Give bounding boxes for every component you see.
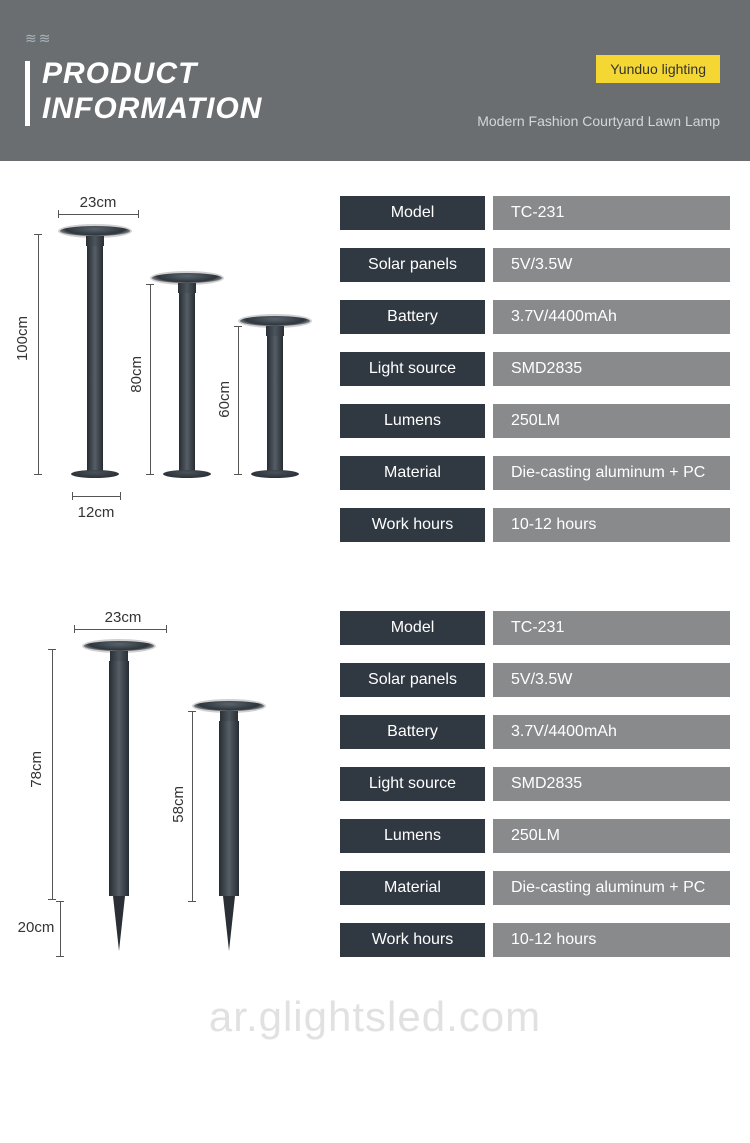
spec-row: ModelTC-231 — [340, 196, 730, 230]
dim-width-top: 23cm — [58, 194, 138, 211]
spec-value: 250LM — [493, 819, 730, 853]
spec-value: 3.7V/4400mAh — [493, 300, 730, 334]
spec-label: Model — [340, 611, 485, 645]
spec-table-2: ModelTC-231 Solar panels5V/3.5W Battery3… — [325, 611, 730, 1011]
dim-height-80: 80cm — [128, 356, 145, 393]
title-accent-bar — [25, 61, 30, 126]
diagram-2: 23cm 78cm — [20, 611, 325, 1011]
spec-label: Work hours — [340, 508, 485, 542]
spec-label: Battery — [340, 300, 485, 334]
spec-label: Model — [340, 196, 485, 230]
spec-label: Material — [340, 456, 485, 490]
dim-height-60: 60cm — [216, 381, 233, 418]
spec-label: Light source — [340, 352, 485, 386]
spec-row: Lumens250LM — [340, 404, 730, 438]
spec-label: Battery — [340, 715, 485, 749]
spec-row: Work hours10-12 hours — [340, 923, 730, 957]
spec-row: MaterialDie-casting aluminum + PC — [340, 871, 730, 905]
spec-value: 250LM — [493, 404, 730, 438]
dim-spike: 20cm — [15, 919, 57, 936]
spec-row: Battery3.7V/4400mAh — [340, 300, 730, 334]
spec-value: 3.7V/4400mAh — [493, 715, 730, 749]
spec-value: 10-12 hours — [493, 923, 730, 957]
title-line-1: PRODUCT — [42, 57, 262, 92]
product-subtitle: Modern Fashion Courtyard Lawn Lamp — [477, 113, 720, 129]
spec-label: Solar panels — [340, 248, 485, 282]
spec-row: Solar panels5V/3.5W — [340, 248, 730, 282]
section-variant-1: 23cm 100cm — [20, 196, 730, 576]
spec-value: 5V/3.5W — [493, 663, 730, 697]
dim-base-width: 12cm — [68, 504, 124, 521]
spec-row: Light sourceSMD2835 — [340, 352, 730, 386]
brand-badge: Yunduo lighting — [596, 55, 720, 83]
dim-height-58: 58cm — [170, 786, 187, 823]
diagram-1: 23cm 100cm — [20, 196, 325, 576]
spec-value: SMD2835 — [493, 767, 730, 801]
spec-value: 10-12 hours — [493, 508, 730, 542]
spec-row: MaterialDie-casting aluminum + PC — [340, 456, 730, 490]
content: 23cm 100cm — [0, 161, 750, 1066]
spec-row: Lumens250LM — [340, 819, 730, 853]
spec-label: Light source — [340, 767, 485, 801]
spec-table-1: ModelTC-231 Solar panels5V/3.5W Battery3… — [325, 196, 730, 576]
spec-row: Solar panels5V/3.5W — [340, 663, 730, 697]
spec-value: Die-casting aluminum + PC — [493, 456, 730, 490]
page-title: PRODUCT INFORMATION — [42, 57, 262, 126]
spec-value: TC-231 — [493, 196, 730, 230]
dim-width-top-2: 23cm — [78, 609, 168, 626]
spec-label: Solar panels — [340, 663, 485, 697]
header: ≋≋ PRODUCT INFORMATION Yunduo lighting M… — [0, 0, 750, 161]
title-line-2: INFORMATION — [42, 92, 262, 127]
section-variant-2: 23cm 78cm — [20, 611, 730, 1011]
spec-row: Battery3.7V/4400mAh — [340, 715, 730, 749]
spec-value: SMD2835 — [493, 352, 730, 386]
spec-value: TC-231 — [493, 611, 730, 645]
spec-label: Material — [340, 871, 485, 905]
spec-label: Lumens — [340, 404, 485, 438]
spec-label: Work hours — [340, 923, 485, 957]
dim-height-78: 78cm — [28, 751, 45, 788]
spec-row: Light sourceSMD2835 — [340, 767, 730, 801]
spec-row: ModelTC-231 — [340, 611, 730, 645]
spec-row: Work hours10-12 hours — [340, 508, 730, 542]
spec-value: 5V/3.5W — [493, 248, 730, 282]
wave-icon: ≋≋ — [25, 30, 725, 47]
dim-height-100: 100cm — [14, 316, 31, 361]
spec-label: Lumens — [340, 819, 485, 853]
spec-value: Die-casting aluminum + PC — [493, 871, 730, 905]
